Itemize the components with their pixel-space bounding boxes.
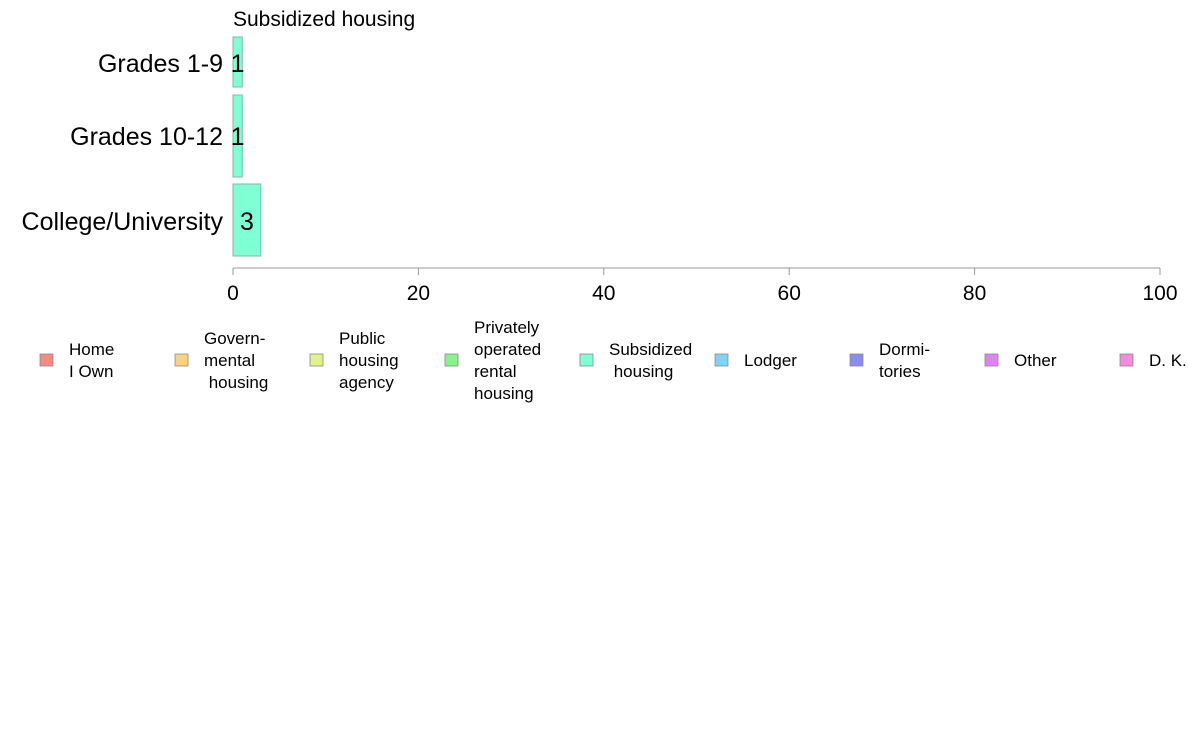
legend-label-7: Other (1014, 351, 1057, 370)
legend-swatch-0 (39, 353, 54, 367)
legend-item-1: Govern-mental housing (174, 329, 268, 392)
legend-label-2: Public housing agency (339, 329, 399, 392)
x-tick-label-0: 0 (227, 282, 239, 305)
legend-label-3: Privately operated rental housing (474, 318, 541, 403)
legend-label-6: Dormi-tories (879, 340, 930, 381)
legend-label-8: D. K. (1149, 351, 1187, 370)
legend: Home I Own Govern-mental housing Public hous… (39, 318, 1187, 403)
chart-title: Subsidized housing (233, 8, 415, 31)
legend-swatch-1 (174, 353, 189, 367)
legend-item-6: Dormi-tories (849, 340, 930, 381)
x-axis: 0 20 40 60 80 100 (227, 267, 1178, 305)
bar-0 (232, 36, 243, 88)
legend-label-4: Subsidized housing (609, 340, 692, 381)
legend-label-5: Lodger (744, 351, 797, 370)
legend-item-2: Public housing agency (309, 329, 399, 392)
legend-swatch-8 (1119, 353, 1134, 367)
data-label-1: 1 (231, 123, 245, 151)
bar-1 (232, 94, 243, 178)
data-label-0: 1 (231, 50, 245, 78)
x-tick-label-5: 100 (1142, 282, 1177, 305)
x-tick-label-2: 40 (592, 282, 615, 305)
legend-item-3: Privately operated rental housing (444, 318, 541, 403)
legend-item-4: Subsidized housing (579, 340, 692, 381)
legend-item-5: Lodger (714, 351, 797, 370)
legend-swatch-5 (714, 353, 729, 367)
bar-2 (232, 183, 262, 257)
x-tick-label-4: 80 (963, 282, 986, 305)
legend-swatch-3 (444, 353, 459, 367)
legend-item-7: Other (984, 351, 1057, 370)
legend-item-0: Home I Own (39, 340, 114, 381)
legend-swatch-4 (579, 353, 594, 367)
x-tick-label-3: 60 (778, 282, 801, 305)
data-label-2: 3 (240, 208, 254, 236)
legend-item-8: D. K. (1119, 351, 1187, 370)
category-label-1: Grades 10-12 (70, 123, 223, 151)
x-tick-label-1: 20 (407, 282, 430, 305)
legend-label-0: Home I Own (69, 340, 114, 381)
category-label-2: College/University (22, 208, 224, 236)
bars-group: Grades 1-9 1 Grades 10-12 1 College/Universi… (22, 36, 262, 257)
legend-swatch-2 (309, 353, 324, 367)
legend-label-1: Govern-mental housing (204, 329, 268, 392)
category-label-0: Grades 1-9 (98, 50, 223, 78)
legend-swatch-7 (984, 353, 999, 367)
legend-swatch-6 (849, 353, 864, 367)
